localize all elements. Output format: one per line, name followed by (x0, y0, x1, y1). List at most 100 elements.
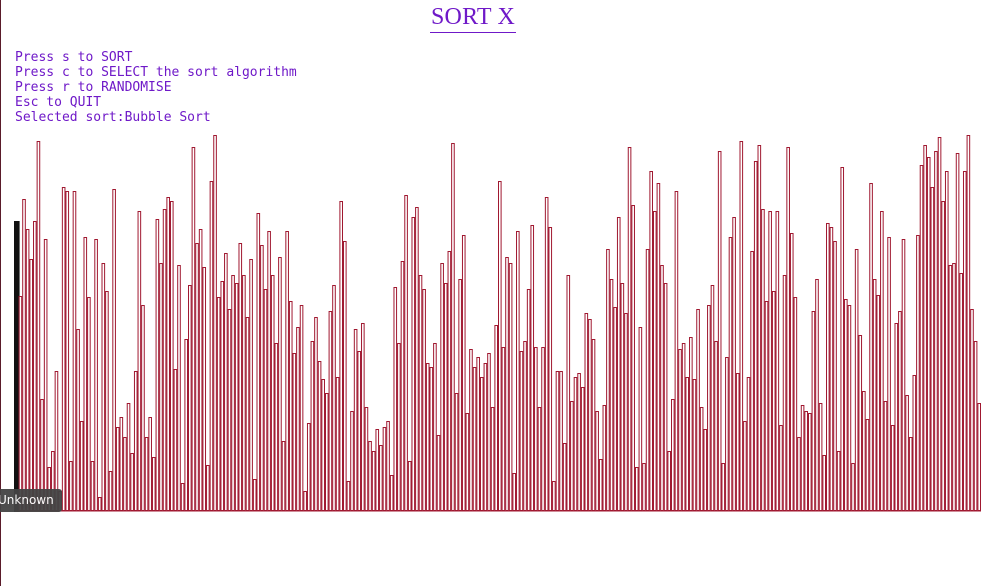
bar (721, 463, 726, 511)
bar (357, 351, 362, 511)
bar (512, 473, 517, 511)
bar (379, 445, 383, 511)
bar (231, 275, 235, 511)
bar (667, 451, 672, 511)
bar (671, 399, 675, 511)
bar (627, 147, 632, 511)
bar (854, 249, 859, 511)
bar (771, 291, 776, 511)
bar (83, 237, 88, 511)
bar (908, 437, 913, 511)
bar (397, 343, 401, 511)
bar (361, 323, 365, 511)
bar (433, 343, 437, 511)
bar (133, 371, 138, 511)
bar (69, 461, 73, 511)
bar (306, 423, 311, 511)
bar (234, 283, 239, 511)
bar (714, 341, 718, 511)
bar (288, 301, 293, 511)
bar (112, 189, 116, 511)
bar (476, 357, 480, 511)
bar (732, 217, 736, 511)
bar (552, 481, 556, 511)
bar (566, 275, 571, 511)
bar (126, 403, 131, 511)
bar (725, 357, 729, 511)
bar (807, 413, 812, 511)
bar (685, 377, 690, 511)
bar (350, 411, 354, 511)
bar (620, 283, 625, 511)
bar (710, 285, 715, 511)
bar (613, 307, 617, 511)
bar (800, 405, 805, 511)
bar (490, 407, 495, 511)
bar (144, 437, 149, 511)
bar (804, 411, 808, 511)
bar (195, 243, 199, 511)
bar (310, 341, 315, 511)
bar (242, 275, 246, 511)
bar (786, 147, 790, 511)
bar (606, 249, 610, 511)
bar (746, 377, 751, 511)
bar (797, 437, 801, 511)
bar (141, 305, 145, 511)
bar (894, 323, 899, 511)
bar (555, 371, 560, 511)
bar (443, 283, 448, 511)
bar (905, 395, 909, 511)
bar (793, 297, 798, 511)
bar (328, 311, 333, 511)
bar (97, 497, 102, 511)
bar (119, 417, 124, 511)
bar (624, 313, 628, 511)
bar (472, 367, 477, 511)
bar (559, 371, 563, 511)
bar (865, 419, 870, 511)
bar (155, 219, 160, 511)
bar (573, 377, 578, 511)
bar (137, 211, 142, 511)
bar (458, 279, 462, 511)
bar (206, 465, 210, 511)
bar (260, 245, 264, 511)
bar (862, 391, 866, 511)
bar (303, 491, 307, 511)
bar (267, 231, 271, 511)
bar (299, 305, 304, 511)
bar (296, 327, 300, 511)
bar (22, 199, 26, 511)
bar (346, 481, 351, 511)
bar (166, 197, 170, 511)
bar (220, 281, 225, 511)
bar (717, 151, 722, 511)
bar (108, 471, 113, 511)
bar (25, 229, 30, 511)
bar (216, 297, 221, 511)
bar (494, 325, 498, 511)
bar (768, 211, 772, 511)
bar (245, 317, 250, 511)
bar (836, 451, 841, 511)
bar (180, 483, 185, 511)
bar (944, 171, 949, 511)
bar (750, 251, 754, 511)
bar (400, 261, 405, 511)
bar (789, 233, 794, 511)
bar (681, 343, 686, 511)
bar (436, 435, 441, 511)
bar (278, 257, 282, 511)
bar (33, 221, 37, 511)
bar (498, 181, 502, 511)
bar (591, 339, 596, 511)
bar (901, 239, 906, 511)
bar (707, 305, 711, 511)
bar (335, 377, 340, 511)
instructions-panel: Press s to SORT Press c to SELECT the so… (15, 50, 297, 125)
bar (209, 181, 214, 511)
bar (461, 235, 466, 511)
bar (753, 161, 758, 511)
bar (285, 231, 289, 511)
